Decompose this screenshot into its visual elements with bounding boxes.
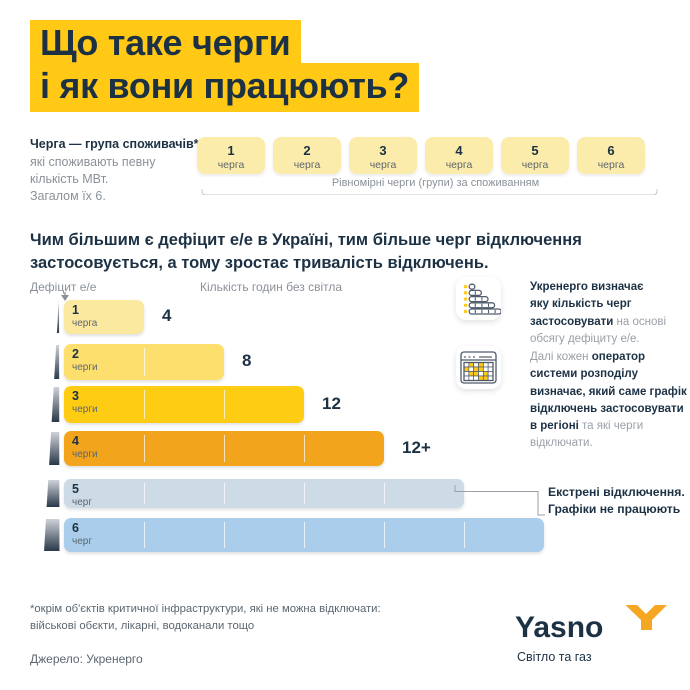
svg-text:Світло та газ: Світло та газ (517, 650, 592, 664)
svg-text:Yasno: Yasno (515, 611, 603, 644)
